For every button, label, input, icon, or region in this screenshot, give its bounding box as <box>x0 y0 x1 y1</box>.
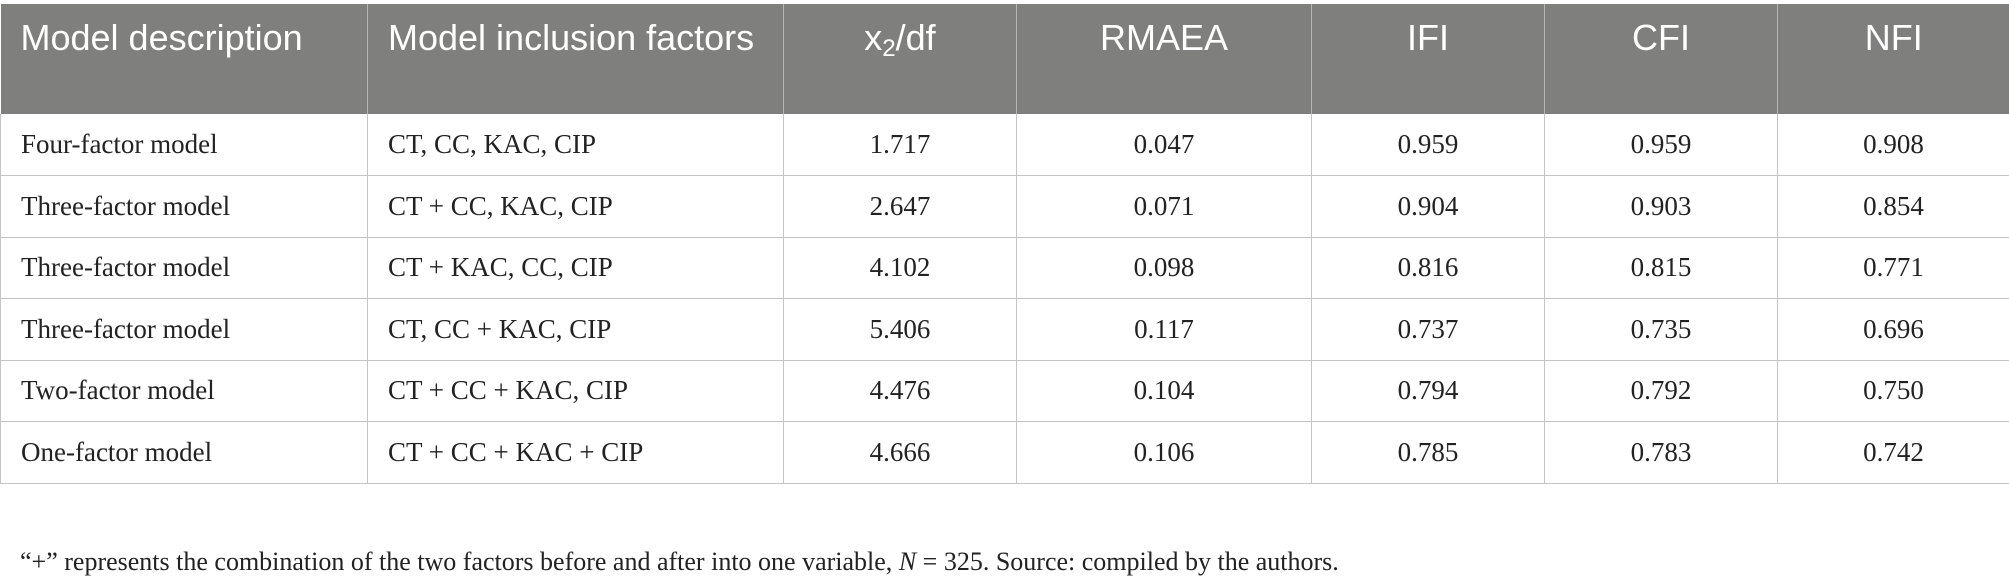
cell-ifi: 0.794 <box>1311 360 1545 422</box>
cell-nfi: 0.696 <box>1777 298 2009 361</box>
cell-chi-square-df: 4.476 <box>783 360 1017 422</box>
header-chi-subscript: 2 <box>882 35 896 62</box>
cell-rmaea: 0.047 <box>1016 114 1312 176</box>
cell-model-description: Two-factor model <box>0 360 368 422</box>
header-chi-base: x <box>864 17 883 58</box>
cell-model-factors: CT, CC + KAC, CIP <box>367 298 784 361</box>
footnote-text-end: = 325. Source: compiled by the authors. <box>916 547 1339 576</box>
cell-rmaea: 0.098 <box>1016 237 1312 299</box>
header-cfi: CFI <box>1544 4 1778 114</box>
cell-model-factors: CT + CC + KAC, CIP <box>367 360 784 422</box>
cell-rmaea: 0.071 <box>1016 175 1312 238</box>
header-chi-tail: /df <box>895 17 936 58</box>
header-model-description: Model description <box>0 4 368 114</box>
header-ifi: IFI <box>1311 4 1545 114</box>
cell-chi-square-df: 4.102 <box>783 237 1017 299</box>
header-model-inclusion-factors: Model inclusion factors <box>367 4 784 114</box>
cell-ifi: 0.904 <box>1311 175 1545 238</box>
header-row: Model description Model inclusion factor… <box>0 4 2009 114</box>
cell-nfi: 0.742 <box>1777 421 2009 484</box>
cell-nfi: 0.854 <box>1777 175 2009 238</box>
cell-chi-square-df: 4.666 <box>783 421 1017 484</box>
table-row: Two-factor model CT + CC + KAC, CIP 4.47… <box>0 360 2009 422</box>
table-body: Four-factor model CT, CC, KAC, CIP 1.717… <box>0 114 2009 484</box>
cell-chi-square-df: 1.717 <box>783 114 1017 176</box>
header-nfi: NFI <box>1777 4 2009 114</box>
cell-model-factors: CT + CC, KAC, CIP <box>367 175 784 238</box>
footnote-sample-size-label: N <box>898 547 917 576</box>
table-footnote: “+” represents the combination of the tw… <box>20 547 1339 577</box>
cell-nfi: 0.771 <box>1777 237 2009 299</box>
cell-chi-square-df: 2.647 <box>783 175 1017 238</box>
header-rmaea: RMAEA <box>1016 4 1312 114</box>
model-fit-table: Model description Model inclusion factor… <box>0 4 2009 484</box>
cell-model-description: Three-factor model <box>0 175 368 238</box>
cell-rmaea: 0.117 <box>1016 298 1312 361</box>
cell-nfi: 0.750 <box>1777 360 2009 422</box>
table-row: One-factor model CT + CC + KAC + CIP 4.6… <box>0 421 2009 484</box>
table-header: Model description Model inclusion factor… <box>0 4 2009 114</box>
cell-model-factors: CT + KAC, CC, CIP <box>367 237 784 299</box>
footnote-text-start: “+” represents the combination of the tw… <box>20 547 899 576</box>
cell-rmaea: 0.106 <box>1016 421 1312 484</box>
cell-ifi: 0.959 <box>1311 114 1545 176</box>
cell-model-description: Four-factor model <box>0 114 368 176</box>
cell-ifi: 0.816 <box>1311 237 1545 299</box>
header-chi-square-df: x2/df <box>783 4 1017 114</box>
cell-model-factors: CT + CC + KAC + CIP <box>367 421 784 484</box>
table-row: Three-factor model CT + KAC, CC, CIP 4.1… <box>0 237 2009 299</box>
cell-ifi: 0.785 <box>1311 421 1545 484</box>
cell-cfi: 0.792 <box>1544 360 1778 422</box>
table-row: Three-factor model CT + CC, KAC, CIP 2.6… <box>0 175 2009 238</box>
table-row: Four-factor model CT, CC, KAC, CIP 1.717… <box>0 114 2009 176</box>
cell-rmaea: 0.104 <box>1016 360 1312 422</box>
cell-model-factors: CT, CC, KAC, CIP <box>367 114 784 176</box>
cell-cfi: 0.903 <box>1544 175 1778 238</box>
cell-cfi: 0.959 <box>1544 114 1778 176</box>
cell-nfi: 0.908 <box>1777 114 2009 176</box>
cell-cfi: 0.815 <box>1544 237 1778 299</box>
cell-model-description: Three-factor model <box>0 298 368 361</box>
cell-cfi: 0.735 <box>1544 298 1778 361</box>
cell-ifi: 0.737 <box>1311 298 1545 361</box>
cell-model-description: Three-factor model <box>0 237 368 299</box>
table-row: Three-factor model CT, CC + KAC, CIP 5.4… <box>0 298 2009 361</box>
cell-cfi: 0.783 <box>1544 421 1778 484</box>
cell-chi-square-df: 5.406 <box>783 298 1017 361</box>
cell-model-description: One-factor model <box>0 421 368 484</box>
